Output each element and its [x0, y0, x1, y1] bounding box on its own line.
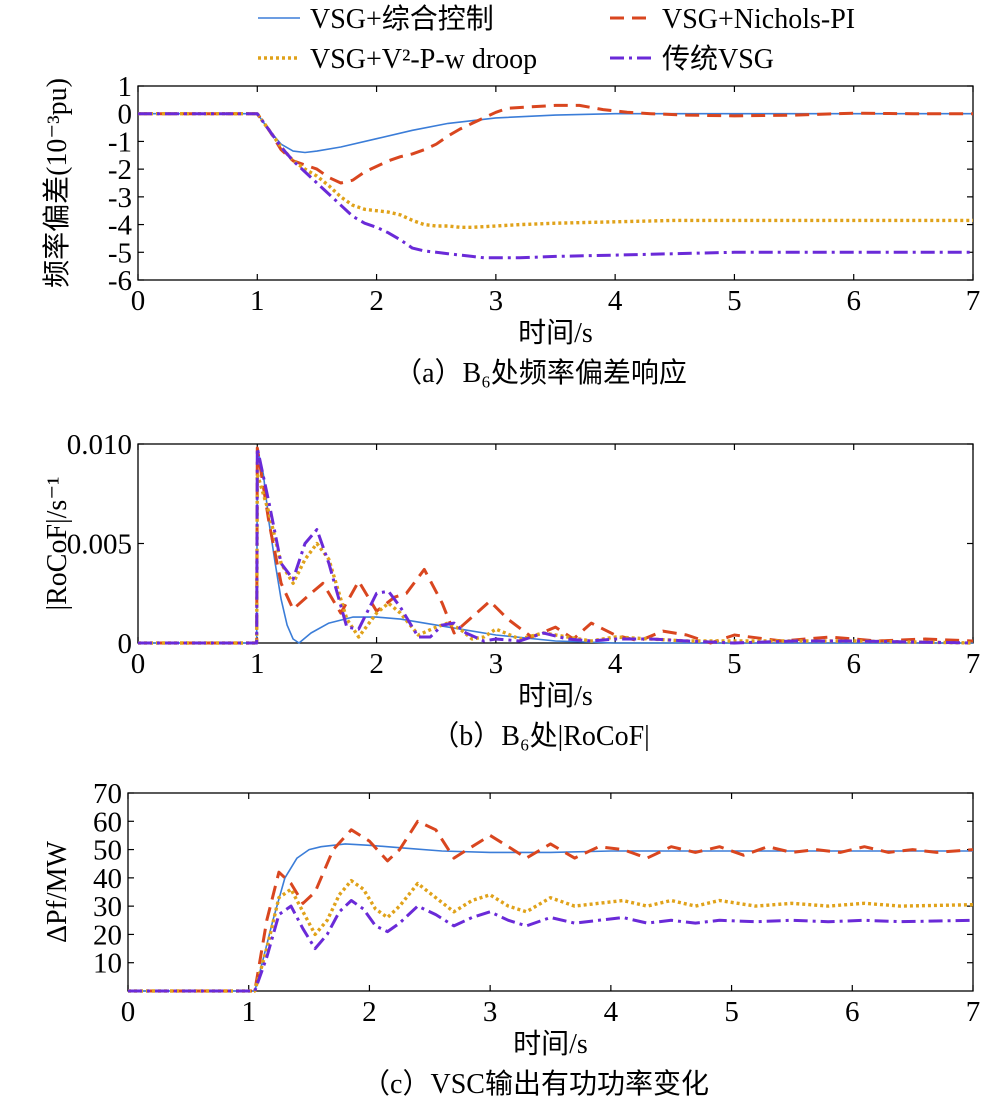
x-tick-label: 3: [483, 996, 498, 1028]
y-tick-label: 0: [118, 99, 133, 131]
x-tick-label: 6: [846, 285, 861, 317]
y-tick-label: 1: [118, 71, 133, 103]
x-tick-label: 6: [845, 996, 860, 1028]
x-tick-label: 4: [604, 996, 619, 1028]
series-line: [128, 879, 973, 993]
y-tick-label: 40: [93, 863, 122, 895]
legend-item: 传统VSG: [610, 43, 774, 75]
y-tick-label: 50: [93, 835, 122, 867]
y-tick-label: 0.005: [67, 529, 132, 561]
plot-frame: [127, 792, 974, 992]
series-line: [138, 446, 973, 645]
panel-rocof: 0 1 2 3 4 5 6 7 0 0.005 0.010 时间/s |RoCoF|/s⁻¹ （b）B₆处…: [42, 429, 980, 752]
x-tick-label: 7: [966, 285, 981, 317]
panel-caption: （b）B₆处|RoCoF|: [431, 720, 650, 752]
x-tick-label: 5: [727, 285, 742, 317]
series-line: [138, 111, 973, 230]
legend: VSG+综合控制 VSG+Nichols-PI VSG+V²-P-w droop 传统…: [258, 3, 855, 75]
series-line: [128, 899, 973, 993]
y-tick-label: -3: [108, 182, 132, 214]
legend-item: VSG+Nichols-PI: [610, 4, 855, 35]
legend-item: VSG+综合控制: [258, 3, 494, 35]
series-line: [138, 112, 973, 260]
x-axis-label: 时间/s: [518, 680, 593, 712]
y-tick-label: 30: [93, 891, 122, 923]
y-tick-label: 20: [93, 919, 122, 951]
y-tick-label: 10: [93, 948, 122, 980]
y-tick-label: -5: [108, 237, 132, 269]
x-tick-label: 5: [724, 996, 739, 1028]
y-tick-label: -6: [108, 265, 132, 297]
legend-label: VSG+Nichols-PI: [662, 4, 855, 35]
series-line: [128, 843, 973, 992]
legend-label: VSG+综合控制: [310, 3, 494, 35]
x-tick-label: 0: [131, 648, 146, 680]
x-tick-label: 4: [608, 648, 623, 680]
panel-caption: （a）B₆处频率偏差响应: [394, 357, 687, 389]
x-tick-label: 1: [250, 648, 265, 680]
x-tick-label: 1: [250, 285, 265, 317]
x-axis-label: 时间/s: [518, 317, 593, 349]
x-tick-label: 0: [121, 996, 136, 1028]
x-tick-label: 1: [241, 996, 256, 1028]
x-axis-label: 时间/s: [513, 1028, 588, 1060]
plot-frame: [137, 85, 974, 281]
panel-frequency-deviation: 0 1 2 3 4 5 6 710-1-2-3-4-5-6时间/s频率偏差(10⁻³pu)（a…: [41, 71, 980, 389]
y-tick-label: 0: [118, 628, 133, 660]
x-tick-label: 2: [362, 996, 377, 1028]
x-tick-label: 7: [966, 996, 981, 1028]
x-tick-label: 7: [966, 648, 981, 680]
x-tick-label: 3: [489, 648, 504, 680]
x-tick-label: 6: [846, 648, 861, 680]
y-tick-label: 60: [93, 806, 122, 838]
y-axis-label: 频率偏差(10⁻³pu): [41, 78, 73, 288]
legend-label: VSG+V²-P-w droop: [310, 44, 537, 75]
x-tick-label: 0: [131, 285, 146, 317]
y-axis-label: ΔPf/MW: [42, 840, 73, 943]
y-axis-label: |RoCoF|/s⁻¹: [42, 477, 73, 611]
x-tick-label: 3: [489, 285, 504, 317]
x-tick-label: 5: [727, 648, 742, 680]
series-line: [138, 103, 973, 185]
x-tick-label: 4: [608, 285, 623, 317]
y-tick-label: 70: [93, 778, 122, 810]
y-tick-label: 0.010: [67, 429, 132, 461]
legend-item: VSG+V²-P-w droop: [258, 44, 537, 75]
y-tick-label: -2: [108, 154, 132, 186]
series-line: [138, 446, 973, 645]
x-tick-label: 2: [369, 285, 384, 317]
series-line: [138, 472, 973, 645]
y-tick-label: -4: [108, 210, 133, 242]
legend-label: 传统VSG: [662, 43, 774, 75]
x-tick-label: 2: [369, 648, 384, 680]
panel-caption: （c）VSC输出有功功率变化: [362, 1068, 709, 1100]
y-tick-label: -1: [108, 126, 132, 158]
